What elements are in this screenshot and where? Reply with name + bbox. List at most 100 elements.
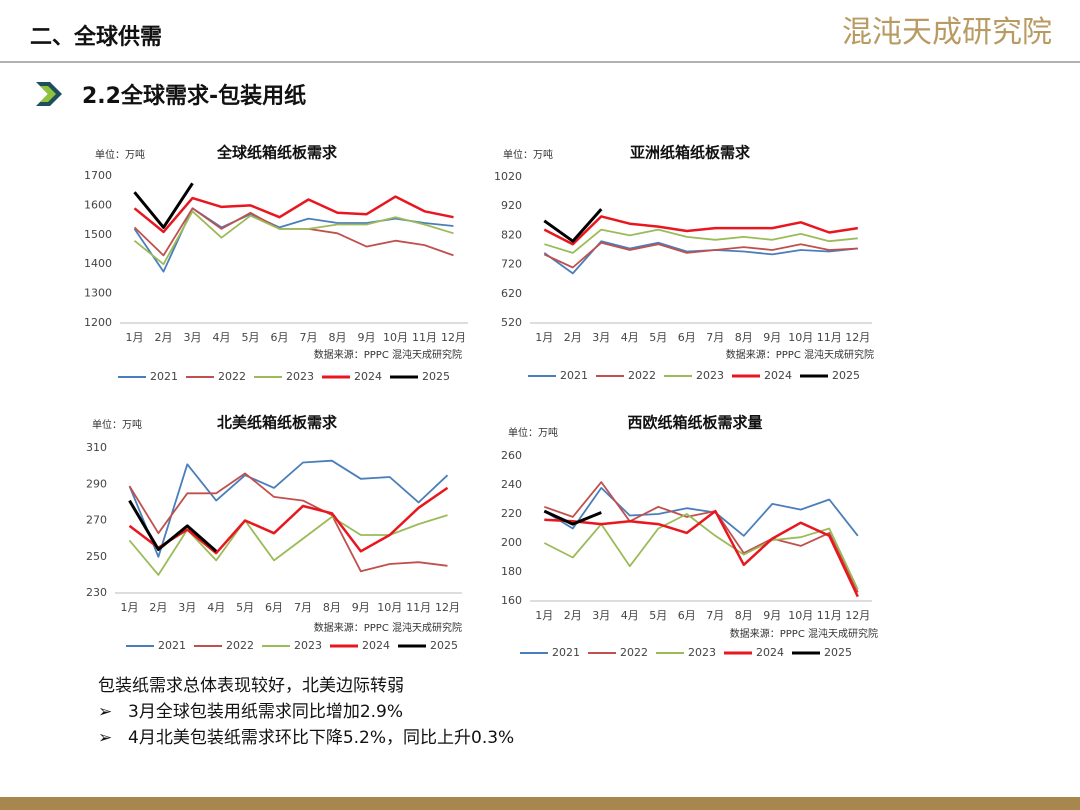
legend-label: 2024 <box>756 646 784 659</box>
legend-label: 2021 <box>158 639 186 652</box>
x-tick-label: 7月 <box>294 601 312 614</box>
y-tick-label: 820 <box>501 228 522 241</box>
series-line <box>543 487 859 537</box>
x-tick-label: 10月 <box>788 609 813 622</box>
x-tick-label: 8月 <box>735 609 753 622</box>
series-line <box>128 499 218 553</box>
y-tick-label: 1300 <box>84 287 112 300</box>
logo: 混沌天成研究院 <box>842 15 1052 50</box>
x-tick-label: 5月 <box>649 609 667 622</box>
series-line <box>543 481 859 593</box>
y-tick-label: 1500 <box>84 228 112 241</box>
x-tick-label: 7月 <box>706 331 724 344</box>
series-line <box>128 472 448 573</box>
legend-label: 2024 <box>354 370 382 383</box>
legend-label: 2021 <box>560 369 588 382</box>
series-line <box>133 207 454 273</box>
x-tick-label: 11月 <box>817 331 842 344</box>
y-tick-label: 160 <box>501 594 522 607</box>
unit-label: 单位：万吨 <box>508 426 558 439</box>
source-note: 数据来源：PPPC 混沌天成研究院 <box>314 621 462 634</box>
x-tick-label: 1月 <box>120 601 138 614</box>
x-tick-label: 3月 <box>184 331 202 344</box>
footer-bar <box>0 797 1080 810</box>
x-tick-label: 4月 <box>621 331 639 344</box>
x-tick-label: 3月 <box>178 601 196 614</box>
y-tick-label: 920 <box>501 199 522 212</box>
bullet: 3月全球包装用纸需求同比增加2.9% <box>128 702 403 722</box>
x-tick-label: 1月 <box>535 609 553 622</box>
x-tick-label: 7月 <box>300 331 318 344</box>
x-tick-label: 3月 <box>592 331 610 344</box>
chart-title: 全球纸箱纸板需求 <box>216 144 338 162</box>
legend-label: 2022 <box>628 369 656 382</box>
x-tick-label: 10月 <box>383 331 408 344</box>
y-tick-label: 620 <box>501 287 522 300</box>
legend-label: 2023 <box>286 370 314 383</box>
unit-label: 单位：万吨 <box>503 148 553 161</box>
legend-label: 2022 <box>226 639 254 652</box>
series-line <box>543 208 603 243</box>
x-tick-label: 7月 <box>706 609 724 622</box>
bullet-marker: ➢ <box>98 728 112 748</box>
unit-label: 单位：万吨 <box>95 148 145 161</box>
y-tick-label: 1600 <box>84 198 112 211</box>
bullet: 4月北美包装纸需求环比下降5.2%，同比上升0.3% <box>128 728 514 748</box>
series-line <box>543 241 858 269</box>
y-tick-label: 1020 <box>494 170 522 183</box>
y-tick-label: 720 <box>501 258 522 271</box>
unit-label: 单位：万吨 <box>92 418 142 431</box>
legend-label: 2024 <box>764 369 792 382</box>
bullet-marker: ➢ <box>98 702 112 722</box>
legend-label: 2023 <box>688 646 716 659</box>
series-line <box>128 486 449 555</box>
x-tick-label: 4月 <box>621 609 639 622</box>
section-title: 2.2全球需求-包装用纸 <box>82 83 306 109</box>
series-line <box>128 514 448 576</box>
series-line <box>544 509 859 598</box>
chart-title: 西欧纸箱纸板需求量 <box>627 414 762 432</box>
series-line <box>128 459 449 558</box>
x-tick-label: 6月 <box>265 601 283 614</box>
x-tick-label: 5月 <box>236 601 254 614</box>
summary-headline: 包装纸需求总体表现较好，北美边际转弱 <box>98 676 404 696</box>
x-tick-label: 1月 <box>535 331 553 344</box>
x-tick-label: 8月 <box>329 331 347 344</box>
chart-title: 亚洲纸箱纸板需求 <box>630 144 751 162</box>
y-tick-label: 270 <box>86 514 107 527</box>
y-tick-label: 240 <box>501 478 522 491</box>
y-tick-label: 290 <box>86 477 107 490</box>
legend-label: 2021 <box>150 370 178 383</box>
header-title: 二、全球供需 <box>30 24 162 50</box>
x-tick-label: 2月 <box>564 609 582 622</box>
source-note: 数据来源：PPPC 混沌天成研究院 <box>730 627 878 640</box>
x-tick-label: 6月 <box>678 609 696 622</box>
legend-label: 2025 <box>832 369 860 382</box>
series-line <box>133 195 454 234</box>
legend-label: 2025 <box>430 639 458 652</box>
x-tick-label: 6月 <box>271 331 289 344</box>
legend-label: 2024 <box>362 639 390 652</box>
x-tick-label: 4月 <box>213 331 231 344</box>
x-tick-label: 12月 <box>441 331 466 344</box>
x-tick-label: 4月 <box>207 601 225 614</box>
y-tick-label: 1200 <box>84 316 112 329</box>
legend-label: 2022 <box>218 370 246 383</box>
x-tick-label: 10月 <box>377 601 402 614</box>
x-tick-label: 1月 <box>126 331 144 344</box>
x-tick-label: 2月 <box>149 601 167 614</box>
x-tick-label: 2月 <box>155 331 173 344</box>
series-line <box>543 513 859 590</box>
x-tick-label: 3月 <box>592 609 610 622</box>
legend-label: 2025 <box>824 646 852 659</box>
x-tick-label: 11月 <box>817 609 842 622</box>
series-line <box>133 182 194 229</box>
series-line <box>133 210 454 266</box>
x-tick-label: 12月 <box>845 331 870 344</box>
source-note: 数据来源：PPPC 混沌天成研究院 <box>726 348 874 361</box>
x-tick-label: 10月 <box>788 331 813 344</box>
legend-label: 2023 <box>294 639 322 652</box>
y-tick-label: 180 <box>501 565 522 578</box>
y-tick-label: 260 <box>501 449 522 462</box>
